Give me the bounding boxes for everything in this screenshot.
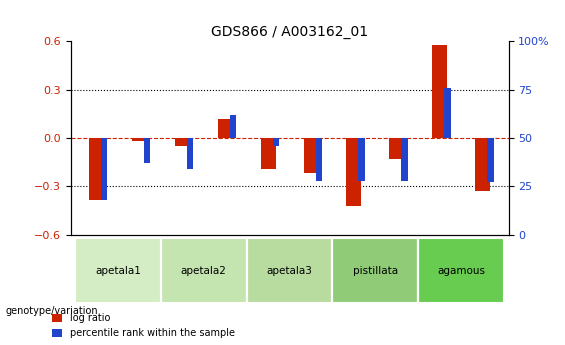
Bar [175, 138, 190, 146]
Bar [101, 138, 107, 200]
Bar [444, 88, 451, 138]
Bar [401, 138, 408, 180]
FancyBboxPatch shape [247, 238, 332, 304]
FancyBboxPatch shape [332, 238, 418, 304]
Bar [144, 138, 150, 163]
Bar [260, 138, 276, 169]
Bar [132, 138, 147, 141]
Bar [218, 119, 233, 138]
FancyBboxPatch shape [75, 238, 161, 304]
Text: pistillata: pistillata [353, 266, 398, 276]
Bar [272, 138, 279, 146]
Text: apetala1: apetala1 [95, 266, 141, 276]
Bar [432, 45, 447, 138]
Legend: log ratio, percentile rank within the sample: log ratio, percentile rank within the sa… [50, 312, 236, 340]
Bar [89, 138, 104, 200]
Bar [346, 138, 362, 206]
Bar [389, 138, 405, 159]
Bar [303, 138, 319, 174]
Title: GDS866 / A003162_01: GDS866 / A003162_01 [211, 25, 368, 39]
Bar [187, 138, 193, 169]
Bar [475, 138, 490, 191]
Bar [487, 138, 494, 183]
FancyBboxPatch shape [161, 238, 247, 304]
Bar [358, 138, 365, 180]
Bar [315, 138, 322, 180]
Bar [230, 115, 236, 138]
Text: genotype/variation: genotype/variation [6, 306, 98, 315]
FancyBboxPatch shape [418, 238, 504, 304]
Text: apetala3: apetala3 [267, 266, 312, 276]
Text: apetala2: apetala2 [181, 266, 227, 276]
Text: agamous: agamous [437, 266, 485, 276]
